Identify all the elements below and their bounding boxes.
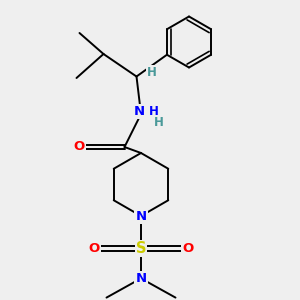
Text: O: O [73, 140, 85, 154]
Text: N: N [135, 272, 147, 285]
Text: O: O [182, 242, 194, 255]
Text: H: H [154, 116, 164, 130]
Text: O: O [88, 242, 100, 255]
Text: S: S [136, 241, 146, 256]
Text: H: H [149, 105, 158, 118]
Text: N: N [134, 105, 145, 118]
Text: N: N [135, 209, 147, 223]
Text: H: H [147, 66, 157, 80]
